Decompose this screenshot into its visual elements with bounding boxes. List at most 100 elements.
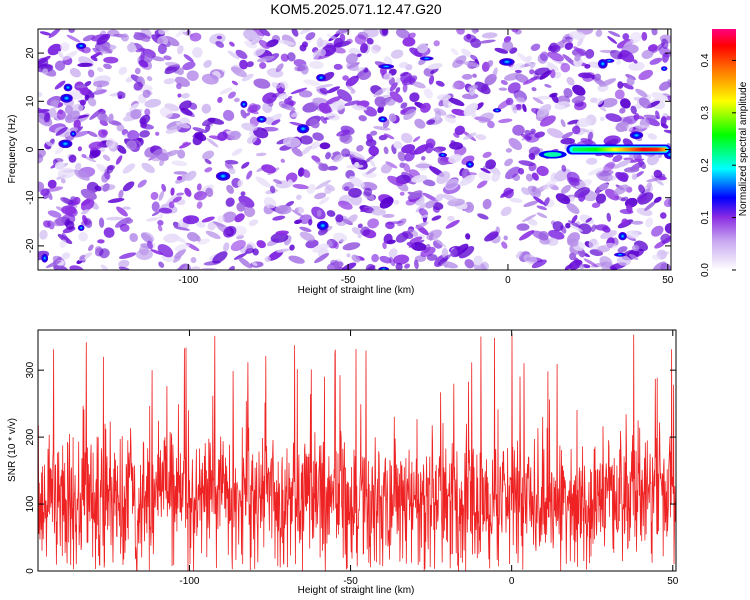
heatmap-cell bbox=[315, 83, 334, 89]
heatmap-cell bbox=[325, 112, 340, 121]
heatmap-hotspot bbox=[41, 253, 49, 263]
heatmap-cell bbox=[362, 171, 377, 179]
streak-core bbox=[572, 147, 667, 152]
heatmap-cell bbox=[432, 206, 440, 213]
heatmap-x-ticks: -100 -50 0 50 bbox=[178, 29, 674, 286]
heatmap-cell bbox=[380, 163, 393, 174]
heatmap-cell bbox=[530, 128, 536, 135]
heatmap-cell bbox=[309, 60, 324, 69]
heatmap-cell bbox=[316, 37, 323, 48]
heatmap-cell bbox=[360, 207, 370, 212]
heatmap-cell bbox=[240, 109, 247, 119]
heatmap-cell bbox=[174, 243, 190, 252]
heatmap-cell bbox=[594, 98, 604, 105]
heatmap-cell bbox=[144, 98, 162, 108]
heatmap-cell bbox=[84, 80, 92, 87]
heatmap-cell bbox=[299, 44, 307, 52]
heatmap-cell bbox=[367, 218, 379, 229]
heatmap-cell bbox=[230, 66, 247, 78]
heatmap-cell bbox=[628, 253, 639, 261]
heatmap-cell bbox=[205, 230, 221, 240]
heatmap-cell bbox=[628, 158, 645, 163]
heatmap-cell bbox=[196, 235, 201, 242]
snr-panel: -100 -50 0 50 0 100 200 300 Height of straight… bbox=[7, 329, 679, 596]
heatmap-cell bbox=[400, 102, 408, 109]
heatmap-cell bbox=[524, 132, 540, 143]
heatmap-cell bbox=[325, 152, 331, 160]
heatmap-cell bbox=[622, 33, 630, 41]
heatmap-cell bbox=[282, 136, 301, 148]
heatmap-cell bbox=[107, 29, 120, 37]
heatmap-cell bbox=[105, 138, 116, 149]
heatmap-cell bbox=[318, 197, 330, 205]
heatmap-cell bbox=[290, 112, 300, 118]
heatmap-cell bbox=[395, 262, 403, 270]
heatmap-cell bbox=[378, 134, 388, 141]
heatmap-cell bbox=[366, 37, 374, 45]
heatmap-cell bbox=[572, 84, 586, 96]
heatmap-cell bbox=[447, 97, 465, 107]
colorbar-tick-label: 0.4 bbox=[700, 53, 711, 67]
heatmap-cell bbox=[158, 261, 165, 268]
heatmap-cell bbox=[39, 31, 52, 36]
heatmap-cell bbox=[159, 106, 173, 119]
heatmap-cell bbox=[73, 196, 81, 205]
heatmap-cell bbox=[595, 193, 607, 204]
heatmap-cell bbox=[258, 39, 270, 49]
heatmap-cell bbox=[564, 264, 573, 270]
heatmap-cell bbox=[233, 97, 240, 103]
heatmap-cell bbox=[46, 186, 64, 192]
heatmap-cell bbox=[275, 230, 289, 236]
heatmap-cell bbox=[516, 73, 525, 81]
heatmap-cell bbox=[175, 29, 187, 38]
heatmap-cell bbox=[208, 135, 226, 141]
heatmap-cell bbox=[309, 118, 320, 129]
heatmap-hotspot bbox=[215, 171, 231, 181]
heatmap-cell bbox=[296, 206, 305, 214]
heatmap-cell bbox=[354, 34, 367, 45]
heatmap-cell bbox=[48, 29, 61, 39]
heatmap-cell bbox=[566, 202, 580, 215]
heatmap-cell bbox=[383, 146, 389, 155]
heatmap-cell bbox=[411, 81, 426, 89]
heatmap-cell bbox=[137, 179, 147, 188]
heatmap-cell bbox=[613, 184, 629, 195]
heatmap-cell bbox=[327, 165, 339, 171]
heatmap-cell bbox=[635, 88, 648, 98]
heatmap-cell bbox=[553, 71, 562, 79]
heatmap-cell bbox=[339, 33, 346, 42]
heatmap-cell bbox=[94, 185, 102, 192]
heatmap-cell bbox=[406, 242, 416, 248]
heatmap-cell bbox=[595, 29, 603, 37]
heatmap-hotspot bbox=[60, 93, 73, 103]
heatmap-cell bbox=[515, 250, 523, 259]
heatmap-cell bbox=[554, 101, 570, 110]
heatmap-cell bbox=[74, 162, 82, 171]
heatmap-cell bbox=[579, 214, 594, 225]
x-tick-label: -50 bbox=[343, 576, 358, 587]
heatmap-cell bbox=[69, 68, 81, 78]
heatmap-cell bbox=[421, 155, 426, 161]
heatmap-cell bbox=[106, 165, 114, 174]
heatmap-cell bbox=[517, 167, 525, 175]
heatmap-cell bbox=[202, 150, 215, 160]
heatmap-cell bbox=[174, 76, 191, 87]
heatmap-cell bbox=[390, 49, 404, 59]
heatmap-cell bbox=[216, 35, 223, 40]
heatmap-cell bbox=[215, 40, 225, 48]
heatmap-cell bbox=[342, 75, 349, 81]
heatmap-cell bbox=[574, 54, 581, 62]
heatmap-cell bbox=[288, 255, 305, 264]
heatmap-cell bbox=[388, 113, 397, 123]
heatmap-hotspot bbox=[618, 232, 627, 241]
heatmap-cell bbox=[87, 244, 94, 252]
heatmap-cell bbox=[366, 167, 377, 175]
heatmap-cell bbox=[117, 91, 126, 99]
heatmap-cell bbox=[271, 91, 286, 98]
heatmap-cell bbox=[348, 151, 366, 161]
heatmap-cell bbox=[652, 254, 661, 260]
heatmap-cell bbox=[151, 210, 161, 217]
heatmap-cell bbox=[566, 76, 575, 86]
heatmap-cell bbox=[217, 96, 223, 103]
heatmap-hotspot bbox=[317, 220, 329, 231]
